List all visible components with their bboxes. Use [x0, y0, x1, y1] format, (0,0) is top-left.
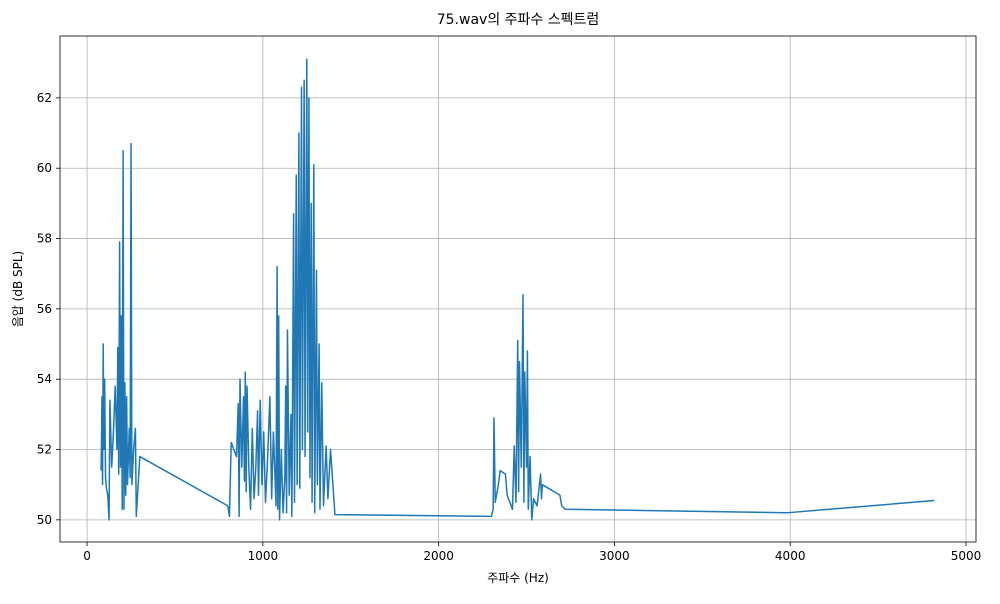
y-axis-label: 음압 (dB SPL) [11, 251, 25, 327]
y-tick-label: 58 [37, 232, 52, 246]
y-tick-label: 60 [37, 161, 52, 175]
y-tick-label: 50 [37, 513, 52, 527]
x-tick-label: 0 [83, 549, 91, 563]
x-axis-label: 주파수 (Hz) [487, 571, 549, 585]
x-tick-label: 1000 [248, 549, 279, 563]
y-tick-label: 56 [37, 302, 52, 316]
x-tick-label: 2000 [423, 549, 454, 563]
y-tick-label: 52 [37, 443, 52, 457]
plot-frame [59, 35, 977, 543]
chart-title: 75.wav의 주파수 스펙트럼 [437, 12, 600, 28]
x-tick-label: 5000 [951, 549, 982, 563]
y-tick-label: 54 [37, 372, 52, 386]
data-line [100, 58, 935, 521]
x-tick-label: 3000 [599, 549, 630, 563]
x-tick-label: 4000 [775, 549, 806, 563]
y-tick-label: 62 [37, 91, 52, 105]
